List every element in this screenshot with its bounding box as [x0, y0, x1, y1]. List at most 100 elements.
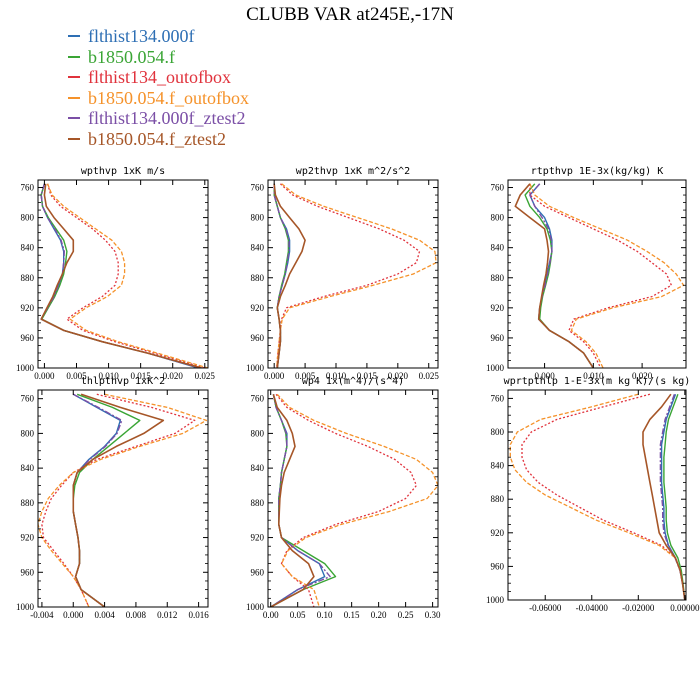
x-tick-label: 0.010	[326, 371, 347, 381]
series-line	[46, 183, 208, 368]
legend-swatch	[68, 117, 80, 120]
legend-swatch	[68, 137, 80, 140]
y-tick-label: 880	[21, 498, 35, 508]
y-tick-label: 800	[491, 213, 505, 223]
x-tick-label: 0.004	[94, 610, 115, 620]
y-tick-label: 920	[251, 533, 265, 543]
y-tick-label: 920	[21, 303, 35, 313]
y-tick-label: 1000	[486, 363, 505, 373]
x-tick-label: 0.000	[34, 371, 55, 381]
y-tick-label: 840	[21, 463, 35, 473]
series-line	[41, 393, 196, 607]
y-tick-label: 960	[491, 333, 505, 343]
y-tick-label: 1000	[246, 602, 265, 612]
y-tick-label: 960	[21, 333, 35, 343]
x-tick-label: 0.15	[344, 610, 360, 620]
series-line	[38, 393, 208, 607]
x-tick-label: 0.000	[264, 371, 285, 381]
legend-swatch	[68, 35, 80, 38]
chart-title: wp2thvp 1xK m^2/s^2	[296, 166, 410, 177]
y-tick-label: 960	[251, 567, 265, 577]
x-tick-label: -0.06000	[529, 603, 562, 613]
y-tick-label: 800	[21, 428, 35, 438]
x-tick-label: 0.005	[295, 371, 316, 381]
x-tick-label: 0.25	[398, 610, 414, 620]
y-tick-label: 880	[251, 273, 265, 283]
series-line	[270, 394, 331, 607]
y-tick-label: 1000	[246, 363, 265, 373]
legend-item: flthist134.000f	[68, 26, 249, 47]
x-tick-label: 0.010	[98, 371, 119, 381]
legend-swatch	[68, 96, 80, 99]
series-line	[514, 183, 594, 368]
x-tick-label: 0.025	[419, 371, 440, 381]
legend-label: flthist134.000f	[88, 26, 195, 47]
legend: flthist134.000f b1850.054.f flthist134_out…	[68, 26, 249, 149]
chart-panel: rtpthvp 1E-3x(kg/kg) K 760 800 840 880 920 960…	[486, 166, 687, 381]
x-tick-label: 0.000	[63, 610, 84, 620]
chart-title: rtpthvp 1E-3x(kg/kg) K	[531, 166, 663, 177]
series-line	[273, 183, 291, 368]
chart-title: wpthvp 1xK m/s	[81, 166, 165, 177]
x-tick-label: 0.015	[357, 371, 378, 381]
series-line	[529, 183, 685, 368]
series-line	[276, 183, 437, 368]
legend-label: b1850.054.f	[88, 46, 175, 67]
x-tick-label: 0.016	[188, 610, 209, 620]
y-tick-label: 840	[491, 243, 505, 253]
y-tick-label: 800	[251, 213, 265, 223]
legend-label: flthist134.000f_ztest2	[88, 108, 246, 129]
x-tick-label: 0.30	[425, 610, 441, 620]
x-tick-label: 0.012	[157, 610, 177, 620]
y-tick-label: 760	[21, 394, 35, 404]
y-tick-label: 880	[491, 494, 505, 504]
x-tick-label: 0.010	[583, 371, 604, 381]
y-tick-label: 760	[251, 394, 265, 404]
y-tick-label: 840	[251, 243, 265, 253]
legend-label: flthist134_outofbox	[88, 67, 231, 88]
legend-item: flthist134.000f_ztest2	[68, 108, 249, 129]
legend-item: flthist134_outofbox	[68, 67, 249, 88]
series-line	[72, 393, 122, 607]
y-tick-label: 880	[21, 273, 35, 283]
x-tick-label: 0.00	[263, 610, 279, 620]
y-tick-label: 800	[251, 428, 265, 438]
y-tick-label: 760	[251, 183, 265, 193]
plot-frame	[37, 389, 209, 608]
y-tick-label: 920	[491, 528, 505, 538]
series-line	[276, 393, 438, 607]
plot-frame	[267, 389, 439, 608]
chart-panel: wp2thvp 1xK m^2/s^2 760 800 840 880 920 960 100…	[246, 166, 439, 381]
legend-item: b1850.054.f	[68, 47, 249, 68]
y-tick-label: 840	[21, 243, 35, 253]
series-line	[72, 393, 165, 607]
legend-swatch	[68, 76, 80, 79]
series-line	[524, 183, 594, 368]
chart-panel: thlpthvp 1xK^2 760 800 840 880 920 960 1000-0.0…	[16, 376, 209, 620]
series-line	[276, 183, 421, 368]
x-tick-label: 0.00000	[670, 603, 700, 613]
series-line	[40, 183, 202, 368]
x-tick-label: 0.020	[632, 371, 653, 381]
chart-panel: wp4 1x(m^4)/(s^4)76080084088092096010000…	[246, 376, 441, 620]
y-tick-label: 960	[251, 333, 265, 343]
series-line	[275, 393, 418, 607]
x-tick-label: 0.015	[131, 371, 152, 381]
legend-item: b1850.054.f_ztest2	[68, 129, 249, 150]
y-tick-label: 840	[491, 461, 505, 471]
y-tick-label: 920	[491, 303, 505, 313]
series-line	[273, 183, 290, 368]
chart-title: thlpthvp 1xK^2	[81, 376, 165, 387]
series-line	[40, 183, 199, 368]
legend-label: b1850.054.f_outofbox	[88, 87, 249, 108]
y-tick-label: 840	[251, 463, 265, 473]
y-tick-label: 760	[21, 183, 35, 193]
x-tick-label: 0.000	[534, 371, 555, 381]
x-tick-label: 0.05	[290, 610, 306, 620]
y-tick-label: 760	[491, 393, 505, 403]
plot-frame	[507, 389, 687, 601]
chart-title: wp4 1x(m^4)/(s^4)	[302, 376, 404, 387]
y-tick-label: 760	[491, 183, 505, 193]
x-tick-label: 0.020	[388, 371, 409, 381]
y-tick-label: 960	[491, 561, 505, 571]
